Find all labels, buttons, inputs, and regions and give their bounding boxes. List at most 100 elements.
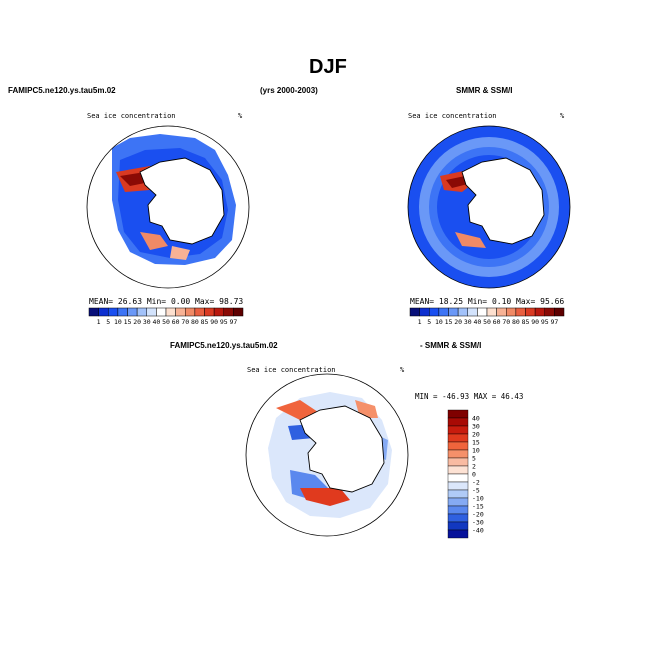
obs-colorbar-tick-label: 95 [541, 318, 549, 326]
obs-max-value: 95.66 [540, 297, 565, 306]
model-min-label: Min= [146, 297, 167, 306]
model-colorbar-swatch [98, 307, 109, 317]
obs-stats: MEAN= 18.25 Min= 0.10 Max= 95.66 [410, 297, 564, 306]
obs-colorbar-tick-label: 10 [435, 318, 443, 326]
model-colorbar-swatch [117, 307, 128, 317]
model-max-value: 98.73 [219, 297, 244, 306]
model-colorbar-swatch [213, 307, 224, 317]
diff-colorbar-tick-label: 20 [472, 430, 480, 438]
model-colorbar-swatch [88, 307, 99, 317]
model-colorbar-swatch [233, 307, 244, 317]
obs-panel-label: Sea ice concentration [408, 112, 497, 120]
model-colorbar-swatch [194, 307, 205, 317]
model-colorbar-tick-label: 50 [162, 318, 170, 326]
obs-colorbar-swatch [448, 307, 459, 317]
obs-colorbar-swatch [419, 307, 430, 317]
obs-colorbar-tick-label: 15 [445, 318, 453, 326]
diff-colorbar-swatch [447, 489, 469, 499]
diff-colorbar-tick-label: -30 [472, 518, 484, 526]
model-colorbar-swatch [165, 307, 176, 317]
obs-mean-value: 18.25 [438, 297, 464, 306]
obs-mean-label: MEAN= [410, 297, 435, 306]
obs-colorbar-tick-label: 70 [502, 318, 510, 326]
obs-colorbar: 1 5 10 15 20 30 40 50 60 70 80 85 90 95 97 [409, 307, 565, 326]
diff-colorbar-swatch [447, 521, 469, 531]
diff-colorbar-tick-label: 15 [472, 438, 480, 446]
diff-colorbar-swatch [447, 417, 469, 427]
diff-colorbar-swatch [447, 497, 469, 507]
obs-colorbar-swatch [496, 307, 507, 317]
model-colorbar-swatch [204, 307, 215, 317]
obs-colorbar-tick-label: 50 [483, 318, 491, 326]
obs-colorbar-swatch [457, 307, 468, 317]
obs-colorbar-swatch [534, 307, 545, 317]
obs-colorbar-swatch [429, 307, 440, 317]
model-colorbar-tick-label: 85 [201, 318, 209, 326]
model-colorbar-swatch [223, 307, 234, 317]
model-max-label: Max= [195, 297, 215, 306]
model-colorbar-tick-label: 60 [172, 318, 180, 326]
obs-colorbar-swatch [477, 307, 488, 317]
model-colorbar-swatch [108, 307, 119, 317]
obs-colorbar-tick-label: 40 [473, 318, 481, 326]
obs-colorbar-tick-label: 20 [454, 318, 462, 326]
model-colorbar-tick-label: 15 [124, 318, 132, 326]
model-colorbar-tick-label: 10 [114, 318, 122, 326]
diff-colorbar-swatch [447, 529, 469, 539]
obs-colorbar-swatch [409, 307, 420, 317]
model-colorbar-swatch [185, 307, 196, 317]
diff-colorbar-swatch [447, 457, 469, 467]
model-colorbar-tick-label: 95 [220, 318, 228, 326]
obs-colorbar-swatch [486, 307, 497, 317]
model-mean-value: 26.63 [117, 297, 143, 306]
diff-colorbar-swatch [447, 481, 469, 491]
diff-colorbar-swatch [447, 409, 469, 419]
model-colorbar: 1 5 10 15 20 30 40 50 60 70 80 85 90 95 97 [88, 307, 244, 326]
diff-colorbar-tick-label: 40 [472, 414, 480, 422]
page-title: DJF [309, 56, 347, 78]
model-panel-label: Sea ice concentration [87, 112, 176, 120]
diff-colorbar-swatch [447, 513, 469, 523]
obs-colorbar-swatch [515, 307, 526, 317]
diff-colorbar-swatch [447, 473, 469, 483]
model-colorbar-swatch [156, 307, 167, 317]
model-colorbar-tick-label: 20 [133, 318, 141, 326]
obs-colorbar-tick-label: 90 [531, 318, 539, 326]
diff-colorbar-tick-label: -10 [472, 494, 484, 502]
model-mean-label: MEAN= [89, 297, 114, 306]
obs-min-label: Min= [467, 297, 488, 306]
obs-colorbar-tick-label: 1 [418, 318, 422, 326]
diff-colorbar-tick-label: 5 [472, 454, 476, 462]
model-colorbar-tick-label: 97 [229, 318, 237, 326]
model-min-value: 0.00 [170, 297, 191, 306]
diff-model-header: FAMIPC5.ne120.ys.tau5m.02 [170, 341, 278, 350]
model-colorbar-swatch [146, 307, 157, 317]
obs-colorbar-tick-label: 5 [427, 318, 431, 326]
diff-panel-unit: % [400, 366, 405, 374]
diff-panel-label: Sea ice concentration [247, 366, 336, 374]
model-colorbar-tick-label: 30 [143, 318, 151, 326]
diff-colorbar-swatch [447, 465, 469, 475]
obs-colorbar-swatch [554, 307, 565, 317]
diff-colorbar-tick-label: -20 [472, 510, 484, 518]
diff-colorbar-swatch [447, 433, 469, 443]
obs-colorbar-swatch [544, 307, 555, 317]
model-colorbar-tick-label: 40 [152, 318, 160, 326]
diff-colorbar-swatch [447, 441, 469, 451]
obs-max-label: Max= [516, 297, 536, 306]
obs-colorbar-tick-label: 80 [512, 318, 520, 326]
obs-colorbar-tick-label: 97 [550, 318, 558, 326]
diff-colorbar-tick-label: -2 [472, 478, 480, 486]
model-colorbar-tick-label: 70 [181, 318, 189, 326]
model-case-header: FAMIPC5.ne120.ys.tau5m.02 [8, 86, 116, 95]
diff-colorbar-tick-label: -5 [472, 486, 480, 494]
obs-colorbar-swatch [467, 307, 478, 317]
obs-min-value: 0.10 [491, 297, 512, 306]
obs-panel-unit: % [560, 112, 565, 120]
obs-colorbar-tick-label: 30 [464, 318, 472, 326]
diff-colorbar-swatch [447, 449, 469, 459]
model-colorbar-swatch [127, 307, 138, 317]
obs-colorbar-tick-label: 60 [493, 318, 501, 326]
